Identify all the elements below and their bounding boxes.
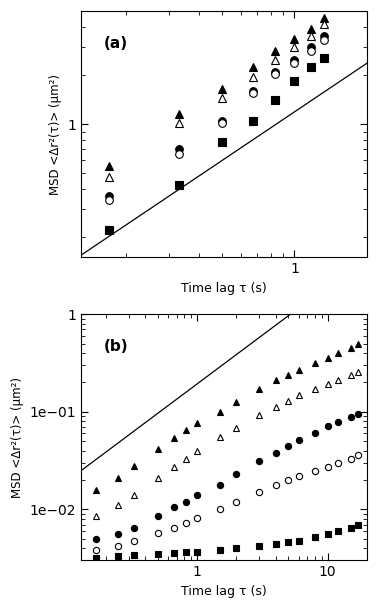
- Text: (b): (b): [104, 339, 129, 354]
- X-axis label: Time lag τ (s): Time lag τ (s): [181, 585, 267, 598]
- X-axis label: Time lag τ (s): Time lag τ (s): [181, 282, 267, 295]
- Text: (a): (a): [104, 36, 128, 51]
- Y-axis label: MSD <Δr²(τ)> (μm²): MSD <Δr²(τ)> (μm²): [49, 74, 62, 195]
- Y-axis label: MSD <Δr²(τ)> (μm²): MSD <Δr²(τ)> (μm²): [11, 377, 24, 498]
